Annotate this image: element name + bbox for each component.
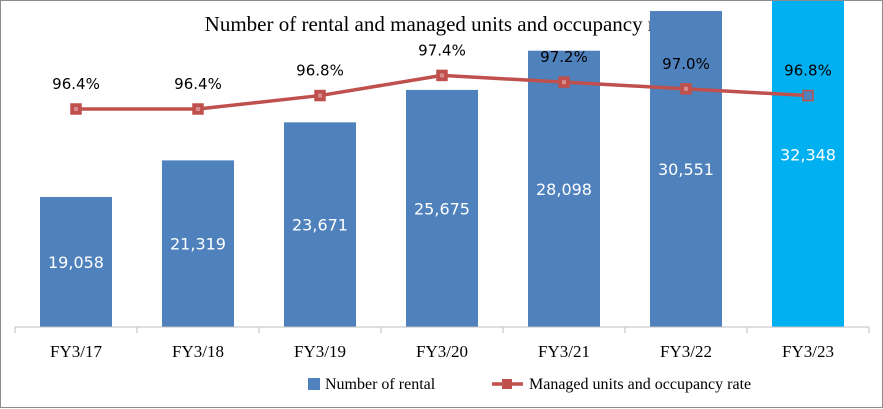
x-tick-label: FY3/19 xyxy=(294,342,346,361)
x-tick-label: FY3/21 xyxy=(538,342,590,361)
bar-value-label: 28,098 xyxy=(536,180,592,199)
bar-value-label: 23,671 xyxy=(292,216,348,235)
bar-fy3-21 xyxy=(528,50,600,327)
line-marker-highlight xyxy=(440,73,444,78)
bar-fy3-19 xyxy=(284,122,356,327)
line-marker-highlight xyxy=(562,80,566,85)
x-tick-label: FY3/17 xyxy=(50,342,102,361)
bar-fy3-23 xyxy=(772,1,844,327)
legend-bar-swatch xyxy=(308,378,320,390)
x-axis: FY3/17 FY3/18 FY3/19 FY3/20 FY3/21 FY3/22 FY3/… xyxy=(14,326,870,361)
legend: Number of rental Managed units and occupa… xyxy=(308,376,751,393)
line-value-label: 97.4% xyxy=(418,41,466,59)
line-marker-highlight xyxy=(196,107,200,111)
x-tick-label: FY3/20 xyxy=(416,342,468,361)
legend-line-label: Managed units and occupancy rate xyxy=(529,376,751,393)
line-marker xyxy=(558,76,570,88)
x-tick-label: FY3/22 xyxy=(660,342,712,361)
line-marker xyxy=(436,69,448,82)
line-value-label: 97.2% xyxy=(540,48,588,66)
line-value-label: 96.4% xyxy=(174,75,222,93)
bar-value-label: 25,675 xyxy=(414,199,470,218)
line-marker xyxy=(192,103,204,115)
bar-fy3-17 xyxy=(40,196,112,327)
line-marker-highlight xyxy=(74,107,78,111)
x-tick-label: FY3/23 xyxy=(782,342,834,361)
line-marker xyxy=(70,103,82,115)
chart-title: Number of rental and managed units and o… xyxy=(205,12,680,36)
x-tick-label: FY3/18 xyxy=(172,342,224,361)
bar-fy3-22 xyxy=(650,11,722,327)
line-marker-highlight xyxy=(684,86,688,91)
line-marker-highlight xyxy=(318,93,322,98)
line-value-label: 96.4% xyxy=(52,75,100,93)
bar-value-label: 32,348 xyxy=(780,145,836,164)
line-value-label: 96.8% xyxy=(296,62,344,80)
line-marker xyxy=(802,89,814,102)
bar-value-label: 21,319 xyxy=(170,235,226,254)
line-marker xyxy=(314,89,326,102)
bar-series: 19,058 21,319 23,671 25,675 28,098 30,551 32,3… xyxy=(40,1,844,327)
bar-value-label: 19,058 xyxy=(48,253,104,272)
line-series: 96.4% 96.4% 96.8% 97.4% 97.2% 97.0% 96.8% xyxy=(52,41,832,115)
bar-value-label: 30,551 xyxy=(658,160,714,179)
bar-fy3-20 xyxy=(406,89,478,327)
line-value-label: 96.8% xyxy=(784,62,832,80)
bar-fy3-18 xyxy=(162,160,234,327)
legend-bar-label: Number of rental xyxy=(325,376,436,393)
legend-line-marker xyxy=(502,379,512,389)
line-value-label: 97.0% xyxy=(662,55,710,73)
line-marker xyxy=(680,83,692,95)
